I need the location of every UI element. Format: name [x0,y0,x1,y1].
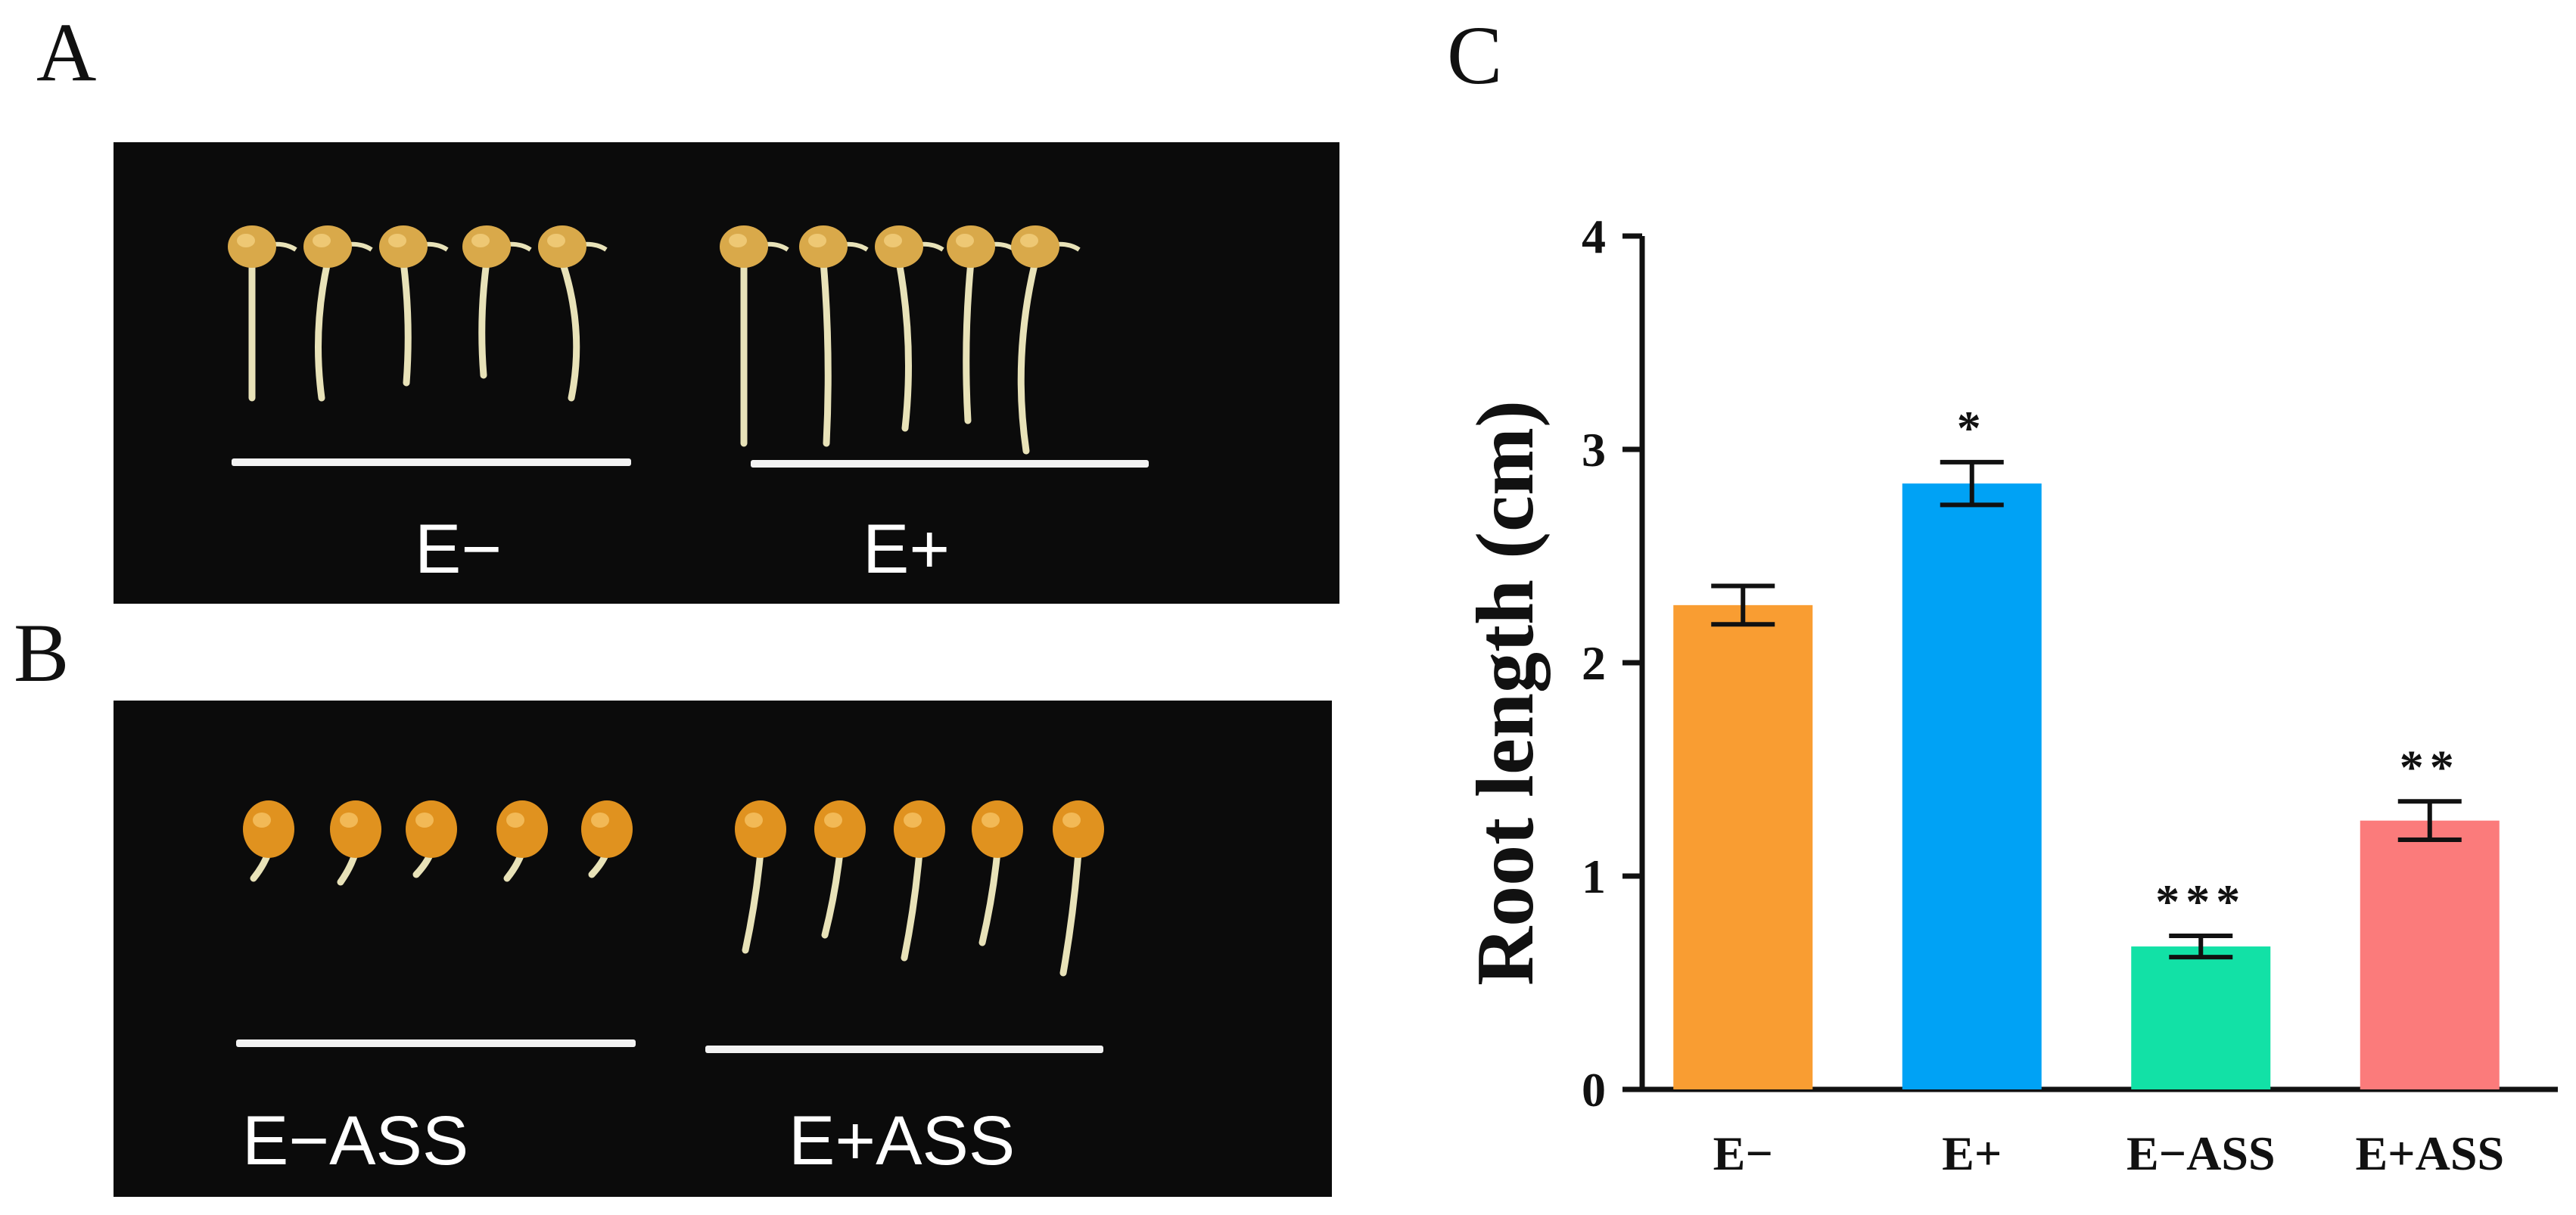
seedling-root [963,258,975,424]
group-label-e-minus: E− [415,511,502,588]
seedling-root [901,848,923,962]
seed-kernel [379,225,428,268]
significance-marker: *** [2155,875,2246,928]
bar [1902,483,2042,1089]
significance-marker: * [1957,401,1987,455]
seed-kernel [228,225,276,268]
group-underline-e-minus-ass [236,1039,636,1047]
seedling-photo-b: E−ASS E+ASS [114,701,1332,1197]
seed-kernel [1011,225,1059,268]
seedlings-a [228,225,1081,455]
y-axis-label: Root length (cm) [1461,400,1551,986]
seed-highlight [808,234,826,247]
panel-label-b: B [14,607,70,699]
seed-highlight [591,813,609,828]
seed-highlight [340,813,358,828]
seed-kernel [538,225,586,268]
seedling-root [742,848,764,954]
seed-kernel [894,800,945,858]
seed-kernel [243,800,294,858]
seed-highlight [884,234,902,247]
bar [1673,604,1813,1089]
seed-kernel [496,800,548,858]
significance-marker: ** [2400,740,2460,794]
x-tick-label: E+ [1942,1126,2002,1180]
seed-kernel [330,800,381,858]
seed-highlight [506,813,524,828]
seed-kernel [1053,800,1104,858]
seed-kernel [406,800,457,858]
seed-highlight [471,234,490,247]
y-tick-label: 3 [1582,423,1606,477]
seed-kernel [947,225,995,268]
y-tick-label: 1 [1582,850,1606,903]
panel-label-a: A [36,6,97,98]
root-length-bar-chart: 0 1 2 3 4 Root length (cm) E− * E+ *** E−ASS ** E+AS… [1461,210,2558,1180]
seedling-root [315,258,331,402]
seed-highlight [824,813,842,828]
seed-kernel [972,800,1023,858]
seedling-root [895,258,912,432]
seed-highlight [253,813,271,828]
seed-highlight [313,234,331,247]
group-underline-e-plus-ass [705,1046,1103,1053]
seed-highlight [1020,234,1038,247]
seedling-root [400,258,412,387]
seedling-photo-a: E− E+ [114,142,1339,604]
panel-label-c: C [1447,9,1503,101]
bar [2360,820,2500,1089]
seed-kernel [720,225,768,268]
seed-highlight [415,813,434,828]
seed-highlight [982,813,1000,828]
x-tick-label: E−ASS [2126,1126,2276,1180]
seed-highlight [1062,813,1081,828]
seedling-root [1059,848,1082,977]
x-tick-label: E+ASS [2355,1126,2504,1180]
seed-kernel [303,225,352,268]
seedling-root [1017,258,1039,455]
y-tick-label: 2 [1582,636,1606,690]
seed-highlight [904,813,922,828]
seed-kernel [875,225,923,268]
seed-highlight [237,234,255,247]
seed-highlight [956,234,974,247]
seedling-root [478,258,490,379]
seedling-root [820,258,832,447]
y-tick-label: 0 [1582,1063,1606,1117]
seed-highlight [729,234,747,247]
y-tick-label: 4 [1582,210,1606,263]
seedling-root [821,848,844,939]
seed-kernel [735,800,786,858]
seed-kernel [462,225,511,268]
seed-kernel [799,225,848,268]
group-label-e-plus: E+ [863,511,950,588]
seed-kernel [814,800,866,858]
seed-highlight [745,813,763,828]
group-label-e-plus-ass: E+ASS [789,1102,1016,1179]
seed-highlight [388,234,406,247]
group-underline-e-plus [751,460,1149,468]
group-underline-e-minus [232,458,631,466]
x-tick-label: E− [1713,1126,1773,1180]
seedlings-b [243,800,1104,977]
bar [2131,946,2271,1089]
seed-highlight [547,234,565,247]
seedling-root [558,258,580,402]
seed-kernel [581,800,633,858]
group-label-e-minus-ass: E−ASS [242,1102,469,1179]
seedling-root [978,848,1001,946]
